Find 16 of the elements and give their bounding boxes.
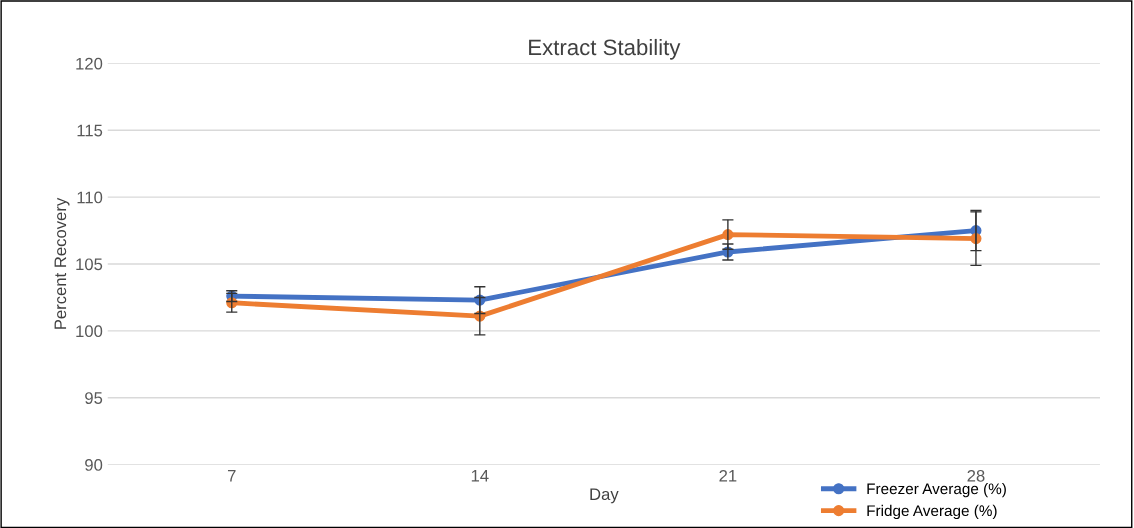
y-tick-label: 95 xyxy=(85,392,103,404)
y-tick-label: 100 xyxy=(76,325,103,338)
y-tick-label: 105 xyxy=(76,258,103,271)
chart-title: Extract Stability xyxy=(529,38,681,60)
y-tick-label: 115 xyxy=(77,124,103,137)
y-tick-label: 110 xyxy=(77,191,103,204)
y-axis-title: Percent Recovery xyxy=(54,197,70,329)
y-tick-label: 90 xyxy=(85,459,103,471)
x-tick-label: 28 xyxy=(967,469,985,482)
x-tick-label: 7 xyxy=(227,470,236,482)
y-tick-label: 120 xyxy=(76,57,103,70)
legend-label: Fridge Average (%) xyxy=(867,504,997,520)
legend-label: Freezer Average (%) xyxy=(867,482,1006,498)
x-tick-label: 14 xyxy=(471,470,489,482)
x-tick-label: 21 xyxy=(719,469,737,482)
x-axis-title: Day xyxy=(590,488,619,504)
